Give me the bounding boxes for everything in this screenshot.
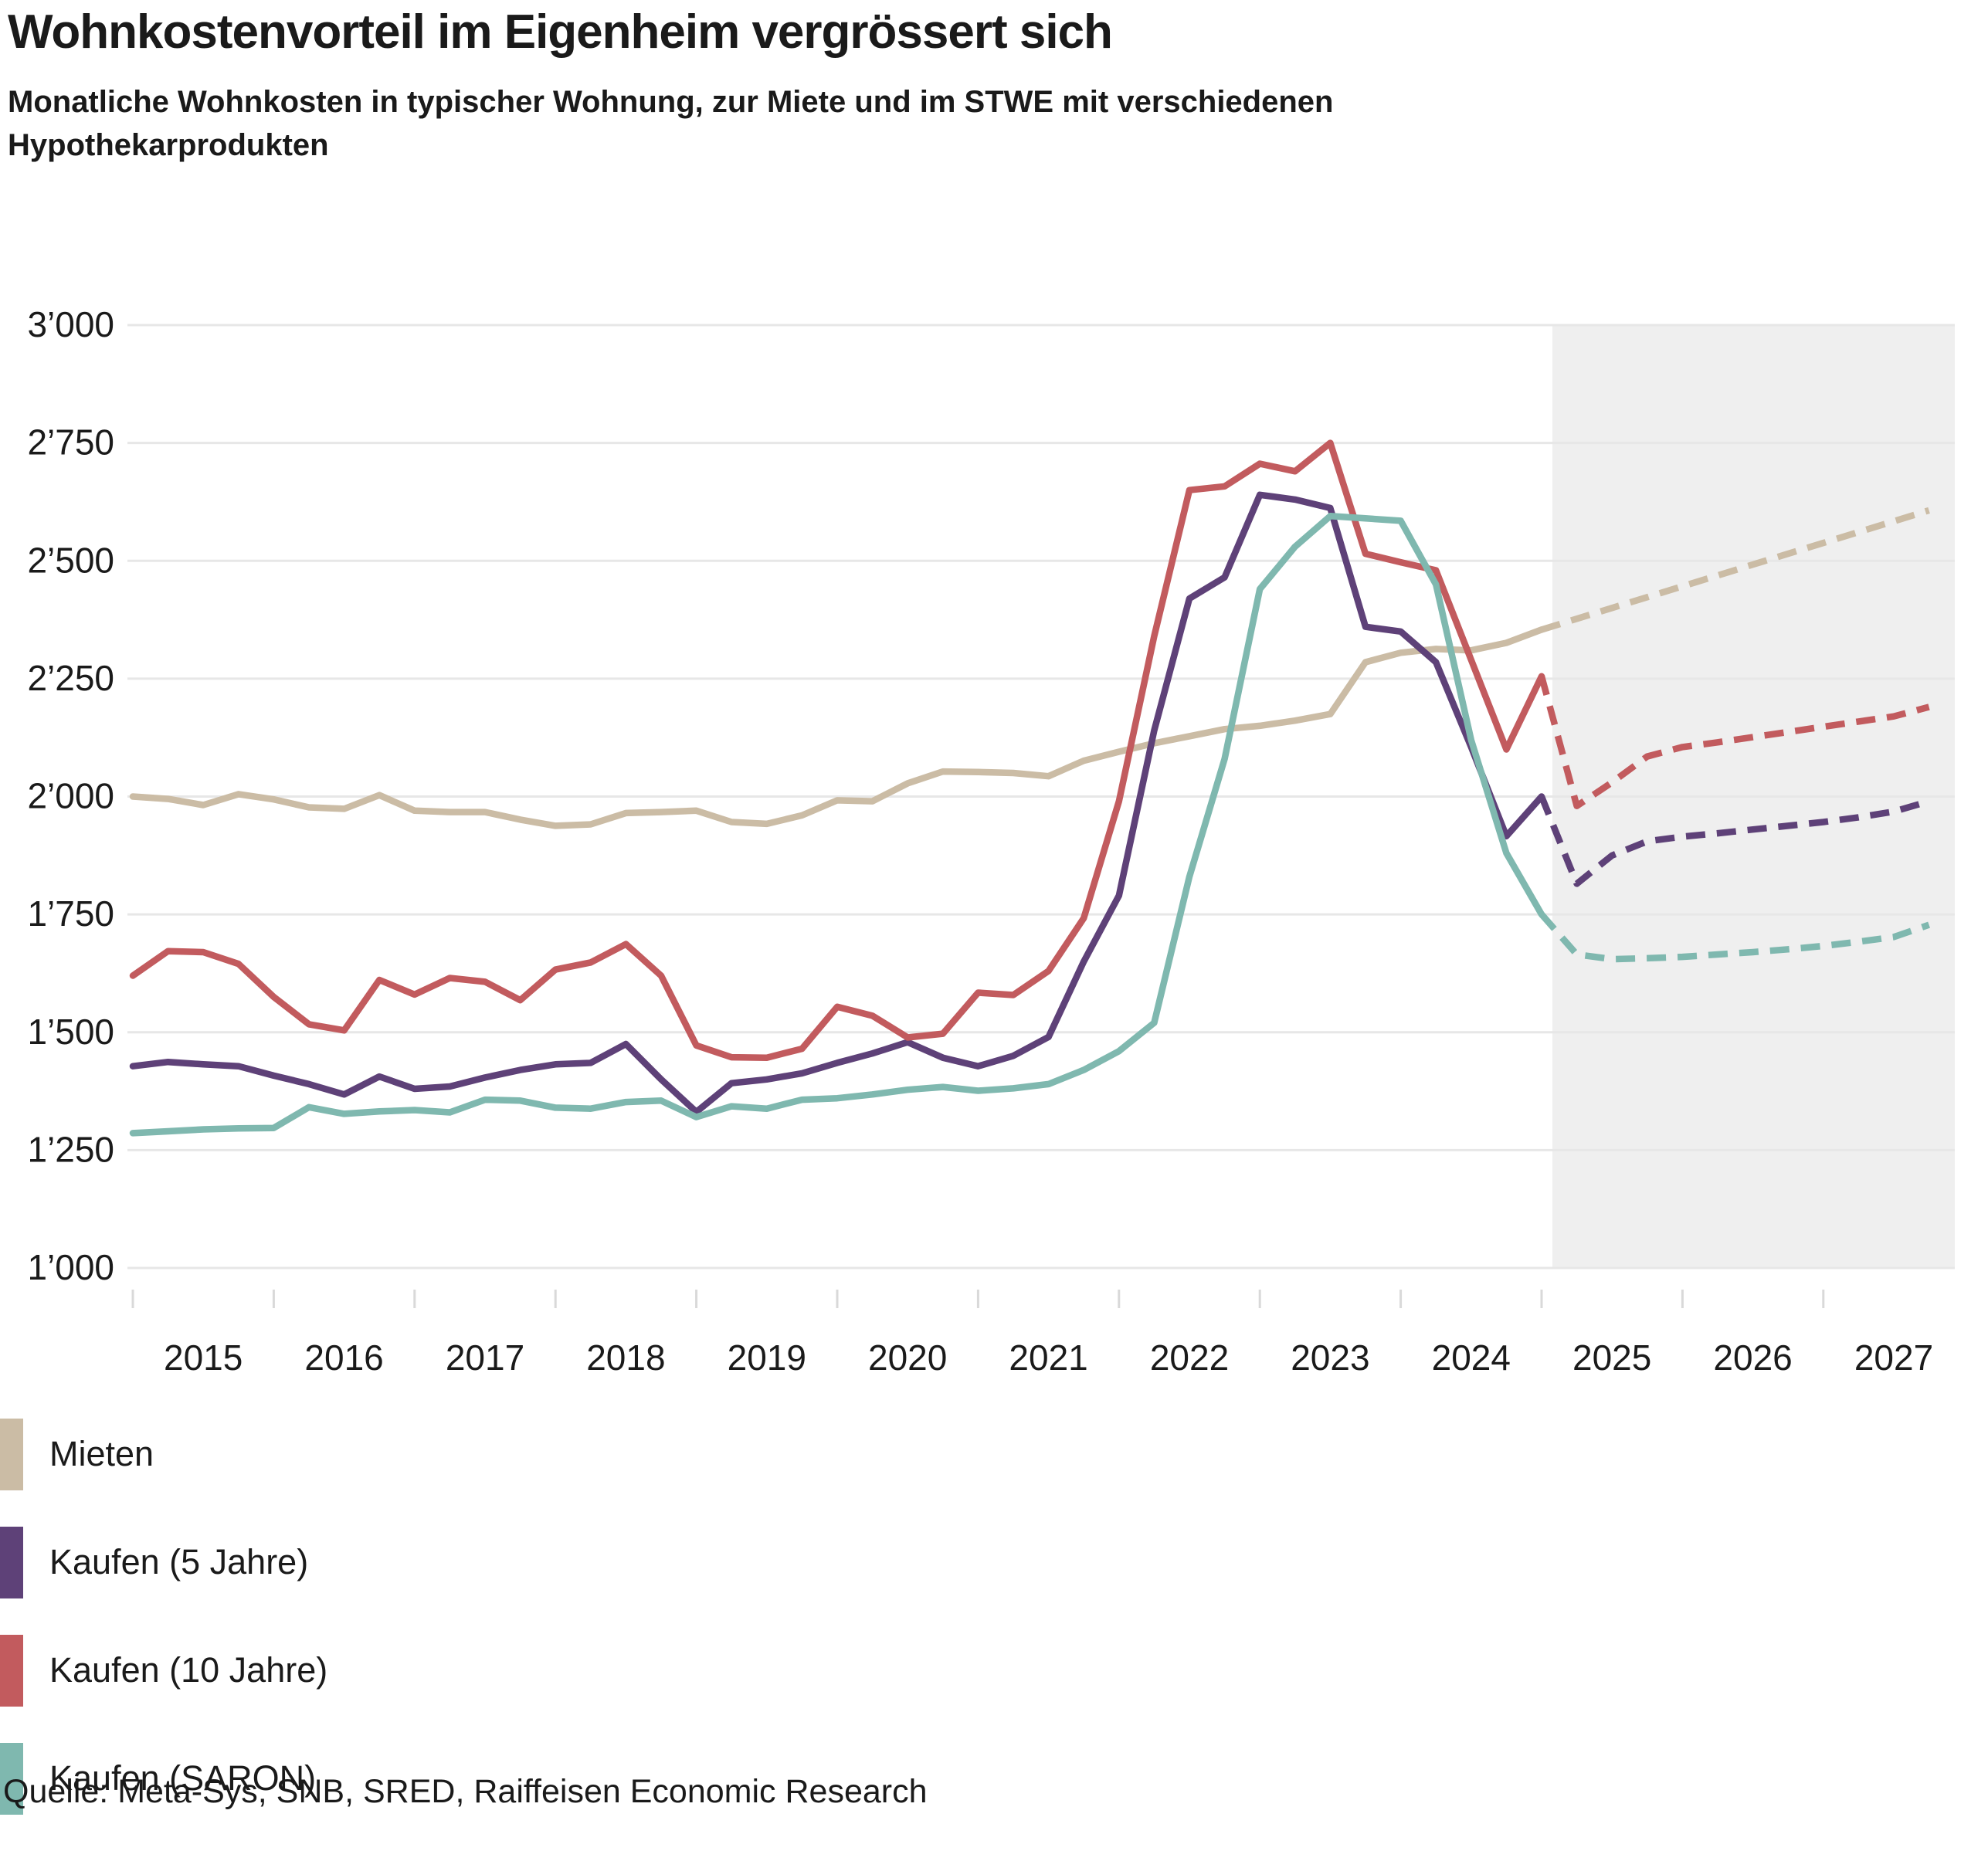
- page-title: Wohnkostenvorteil im Eigenheim vergrösse…: [8, 5, 1113, 59]
- source-note: Quelle: Meta-Sys, SNB, SRED, Raiffeisen …: [3, 1773, 928, 1810]
- legend-swatch-kaufen-saron: [0, 1743, 23, 1815]
- y-axis-label-1750: 1’750: [27, 893, 114, 934]
- y-axis-label-3000: 3’000: [27, 304, 114, 344]
- y-axis-label-1500: 1’500: [27, 1012, 114, 1052]
- x-axis-label-2015: 2015: [164, 1337, 243, 1378]
- legend-label-mieten: Mieten: [49, 1433, 154, 1473]
- x-axis-label-2022: 2022: [1150, 1337, 1229, 1378]
- series-forecast-line-kaufen-10-jahre: [1538, 675, 1930, 809]
- y-axis-label-1250: 1’250: [27, 1129, 114, 1169]
- line-chart: 3’000 2’750 2’500 2’250 2’000 1’750 1’500 1’250…: [27, 304, 1955, 1378]
- legend-item-kaufen-5-jahre: Kaufen (5 Jahre): [0, 1527, 695, 1598]
- subtitle-line-1: Monatliche Wohnkosten in typischer Wohnu…: [8, 85, 1334, 119]
- series-forecast-line-mieten: [1540, 507, 1930, 633]
- legend-item-mieten: Mieten: [0, 1419, 695, 1490]
- legend-label-kaufen-saron: Kaufen (SARON): [49, 1758, 317, 1798]
- chart-legend: Mieten Kaufen (5 Jahre) Kaufen (10 Jahre) K…: [0, 1419, 695, 1851]
- x-axis-label-2017: 2017: [446, 1337, 524, 1378]
- legend-label-kaufen-5-jahre: Kaufen (5 Jahre): [49, 1541, 309, 1581]
- x-axis-label-2027: 2027: [1854, 1337, 1933, 1378]
- series-forecast-line-kaufen-saron: [1538, 912, 1930, 963]
- x-axis-label-2025: 2025: [1572, 1337, 1651, 1378]
- y-axis-label-2000: 2’000: [27, 776, 114, 816]
- legend-swatch-mieten: [0, 1419, 23, 1490]
- y-axis-label-2750: 2’750: [27, 422, 114, 463]
- series-line-kaufen-saron: [129, 513, 1545, 1137]
- x-axis-label-2016: 2016: [304, 1337, 383, 1378]
- x-axis-label-2020: 2020: [868, 1337, 947, 1378]
- y-axis-label-2500: 2’500: [27, 540, 114, 580]
- series-line-kaufen-5-jahre: [129, 491, 1545, 1116]
- x-axis-label-2023: 2023: [1291, 1337, 1369, 1378]
- y-axis-label-1000: 1’000: [27, 1247, 114, 1287]
- x-axis-label-2018: 2018: [586, 1337, 665, 1378]
- x-axis-label-2026: 2026: [1713, 1337, 1792, 1378]
- legend-label-kaufen-10-jahre: Kaufen (10 Jahre): [49, 1649, 328, 1690]
- legend-item-kaufen-10-jahre: Kaufen (10 Jahre): [0, 1635, 695, 1707]
- x-axis-label-2021: 2021: [1009, 1337, 1087, 1378]
- legend-item-kaufen-saron: Kaufen (SARON): [0, 1743, 695, 1815]
- legend-swatch-kaufen-10-jahre: [0, 1635, 23, 1707]
- series-line-kaufen-10-jahre: [129, 439, 1545, 1061]
- chart-subtitle: Monatliche Wohnkosten in typischer Wohnu…: [8, 80, 1954, 167]
- series-line-mieten: [129, 626, 1545, 829]
- series-forecast-line-kaufen-5-jahre: [1538, 795, 1930, 887]
- legend-swatch-kaufen-5-jahre: [0, 1527, 23, 1598]
- y-axis-label-2250: 2’250: [27, 658, 114, 698]
- x-axis-label-2019: 2019: [728, 1337, 806, 1378]
- x-axis-label-2024: 2024: [1432, 1337, 1511, 1378]
- subtitle-line-2: Hypothekarprodukten: [8, 128, 329, 162]
